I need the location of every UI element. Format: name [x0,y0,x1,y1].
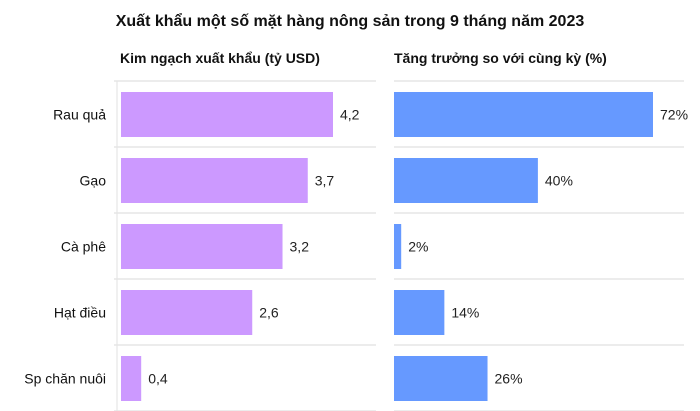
left-bar [121,290,253,335]
right-subtitle: Tăng trưởng so với cùng kỳ (%) [394,50,607,66]
right-bar [394,356,488,401]
left-bar [121,224,283,269]
left-bar [121,158,308,203]
right-bar [394,290,445,335]
right-value-label: 72% [660,107,688,123]
right-value-label: 40% [545,173,573,189]
chart-marks: 4,2 Rau quả 3,7 Gạo 3,2 Cà phê 2,6 Hạt điều 0,4 S… [24,92,688,401]
left-bar [121,356,142,401]
left-value-label: 3,2 [290,239,310,255]
category-label: Rau quả [53,107,106,123]
right-bar [394,92,653,137]
left-value-label: 4,2 [340,107,360,123]
left-value-label: 2,6 [259,305,279,321]
category-label: Hạt điều [54,305,106,321]
gridlines [114,80,684,411]
left-subtitle: Kim ngạch xuất khẩu (tỷ USD) [120,50,320,66]
right-value-label: 2% [408,239,428,255]
right-value-label: 26% [495,371,523,387]
category-label: Gạo [80,173,107,189]
right-bar [394,224,402,269]
category-label: Sp chăn nuôi [24,371,106,387]
chart-title: Xuất khẩu một số mặt hàng nông sản trong… [116,12,585,30]
right-bar [394,158,538,203]
right-value-label: 14% [451,305,479,321]
left-bar [121,92,333,137]
left-value-label: 3,7 [315,173,335,189]
left-value-label: 0,4 [148,371,168,387]
category-label: Cà phê [61,239,106,255]
